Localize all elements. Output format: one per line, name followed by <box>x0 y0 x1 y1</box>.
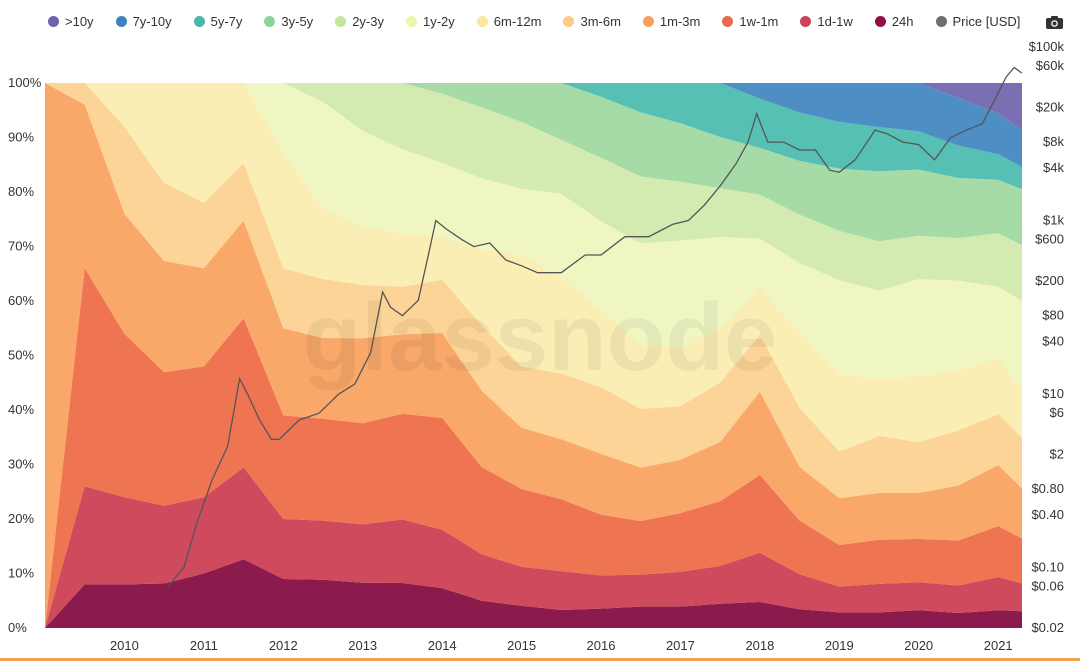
area-band-2y-3y[interactable] <box>45 83 1022 301</box>
x-tick-label: 2012 <box>269 638 298 653</box>
x-tick-label: 2016 <box>587 638 616 653</box>
y-left-tick-label: 0% <box>8 620 27 635</box>
legend: >10y 7y-10y 5y-7y 3y-5y 2y-3y 1y-2y 6m-12m 3m-6… <box>48 14 1042 29</box>
area-band-7y-10y[interactable] <box>45 83 1022 167</box>
legend-item[interactable]: 1m-3m <box>642 14 701 29</box>
legend-dot <box>935 16 947 27</box>
legend-label: 2y-3y <box>352 14 384 29</box>
legend-dot <box>563 16 575 27</box>
legend-item[interactable]: 1w-1m <box>722 14 778 29</box>
y-right-tick-label: $100k <box>1029 39 1065 54</box>
legend-dot <box>476 16 488 27</box>
legend-dot <box>264 16 276 27</box>
legend-label: 6m-12m <box>493 14 542 29</box>
legend-dot <box>405 16 417 27</box>
y-right-tick-label: $1k <box>1043 213 1064 228</box>
x-tick-label: 2017 <box>666 638 695 653</box>
y-left-tick-label: 100% <box>8 75 42 90</box>
x-tick-label: 2019 <box>825 638 854 653</box>
legend-label: Price [USD] <box>952 14 1021 29</box>
legend-item[interactable]: 1d-1w <box>800 14 853 29</box>
y-left-tick-label: 50% <box>8 348 34 363</box>
y-right-tick-label: $8k <box>1043 134 1064 149</box>
y-right-tick-label: $4k <box>1043 160 1064 175</box>
y-left-tick-label: 90% <box>8 130 34 145</box>
y-right-tick-label: $600 <box>1035 232 1064 247</box>
y-right-tick-label: $40 <box>1042 334 1064 349</box>
legend-dot <box>335 16 347 27</box>
y-right-tick-label: $0.06 <box>1031 579 1064 594</box>
legend-item[interactable]: Price [USD] <box>935 14 1021 29</box>
legend-dot <box>193 16 205 27</box>
legend-label: 7y-10y <box>132 14 172 29</box>
y-right-tick-label: $200 <box>1035 273 1064 288</box>
legend-label: 5y-7y <box>210 14 243 29</box>
y-right-tick-label: $0.80 <box>1031 481 1064 496</box>
legend-dot <box>115 16 127 27</box>
legend-label: 1y-2y <box>422 14 455 29</box>
area-band-1d-1w[interactable] <box>45 467 1022 628</box>
price-line[interactable] <box>167 66 1023 588</box>
x-tick-label: 2021 <box>984 638 1013 653</box>
area-band-5y-7y[interactable] <box>45 83 1022 190</box>
legend-label: 1w-1m <box>739 14 779 29</box>
y-right-tick-label: $20k <box>1036 100 1065 115</box>
y-right-tick-label: $10 <box>1042 386 1064 401</box>
x-tick-label: 2020 <box>904 638 933 653</box>
legend-item[interactable]: >10y <box>48 14 94 29</box>
legend-dot <box>642 16 654 27</box>
legend-item[interactable]: 3m-6m <box>563 14 621 29</box>
legend-item[interactable]: 6m-12m <box>476 14 542 29</box>
legend-label: 3m-6m <box>580 14 621 29</box>
camera-icon[interactable] <box>1046 16 1063 29</box>
legend-label: 1m-3m <box>659 14 701 29</box>
x-tick-label: 2015 <box>507 638 536 653</box>
x-tick-label: 2018 <box>745 638 774 653</box>
x-tick-label: 2010 <box>110 638 139 653</box>
legend-item[interactable]: 5y-7y <box>193 14 243 29</box>
legend-dot <box>48 16 59 27</box>
legend-dot <box>800 16 812 27</box>
legend-dot <box>874 16 886 27</box>
x-tick-label: 2013 <box>348 638 377 653</box>
y-left-tick-label: 30% <box>8 457 34 472</box>
y-left-tick-label: 80% <box>8 184 34 199</box>
legend-label: 1d-1w <box>817 14 853 29</box>
legend-item[interactable]: 7y-10y <box>115 14 172 29</box>
y-left-tick-label: 10% <box>8 566 34 581</box>
watermark: glassnode <box>303 284 778 391</box>
legend-item[interactable]: 1y-2y <box>405 14 455 29</box>
y-left-tick-label: 60% <box>8 293 34 308</box>
x-tick-label: 2011 <box>190 638 218 653</box>
y-right-tick-label: $60k <box>1036 58 1065 73</box>
y-left-tick-label: 40% <box>8 402 34 417</box>
y-right-tick-label: $0.02 <box>1031 620 1064 635</box>
area-band-1y-2y[interactable] <box>45 83 1022 391</box>
legend-label: 3y-5y <box>281 14 314 29</box>
area-band-3m-6m[interactable] <box>45 83 1022 499</box>
area-band-1m-3m[interactable] <box>45 83 1022 628</box>
bottom-border <box>0 658 1080 661</box>
area-band-24h[interactable] <box>45 559 1022 628</box>
y-left-tick-label: 20% <box>8 511 34 526</box>
x-tick-label: 2014 <box>428 638 457 653</box>
legend-item[interactable]: 24h <box>874 14 914 29</box>
legend-item[interactable]: 2y-3y <box>335 14 384 29</box>
area-band-6m-12m[interactable] <box>45 83 1022 452</box>
legend-item[interactable]: 3y-5y <box>264 14 313 29</box>
legend-label: >10y <box>65 14 94 29</box>
legend-dot <box>722 16 734 27</box>
y-left-tick-label: 70% <box>8 239 34 254</box>
area-band-1w-1m[interactable] <box>45 268 1022 628</box>
y-right-tick-label: $2 <box>1050 447 1064 462</box>
y-right-tick-label: $80 <box>1042 308 1064 323</box>
y-right-tick-label: $0.10 <box>1031 559 1064 574</box>
area-band-3y-5y[interactable] <box>45 83 1022 246</box>
legend-label: 24h <box>891 14 914 29</box>
y-right-tick-label: $6 <box>1050 405 1064 420</box>
y-right-tick-label: $0.40 <box>1031 507 1064 522</box>
